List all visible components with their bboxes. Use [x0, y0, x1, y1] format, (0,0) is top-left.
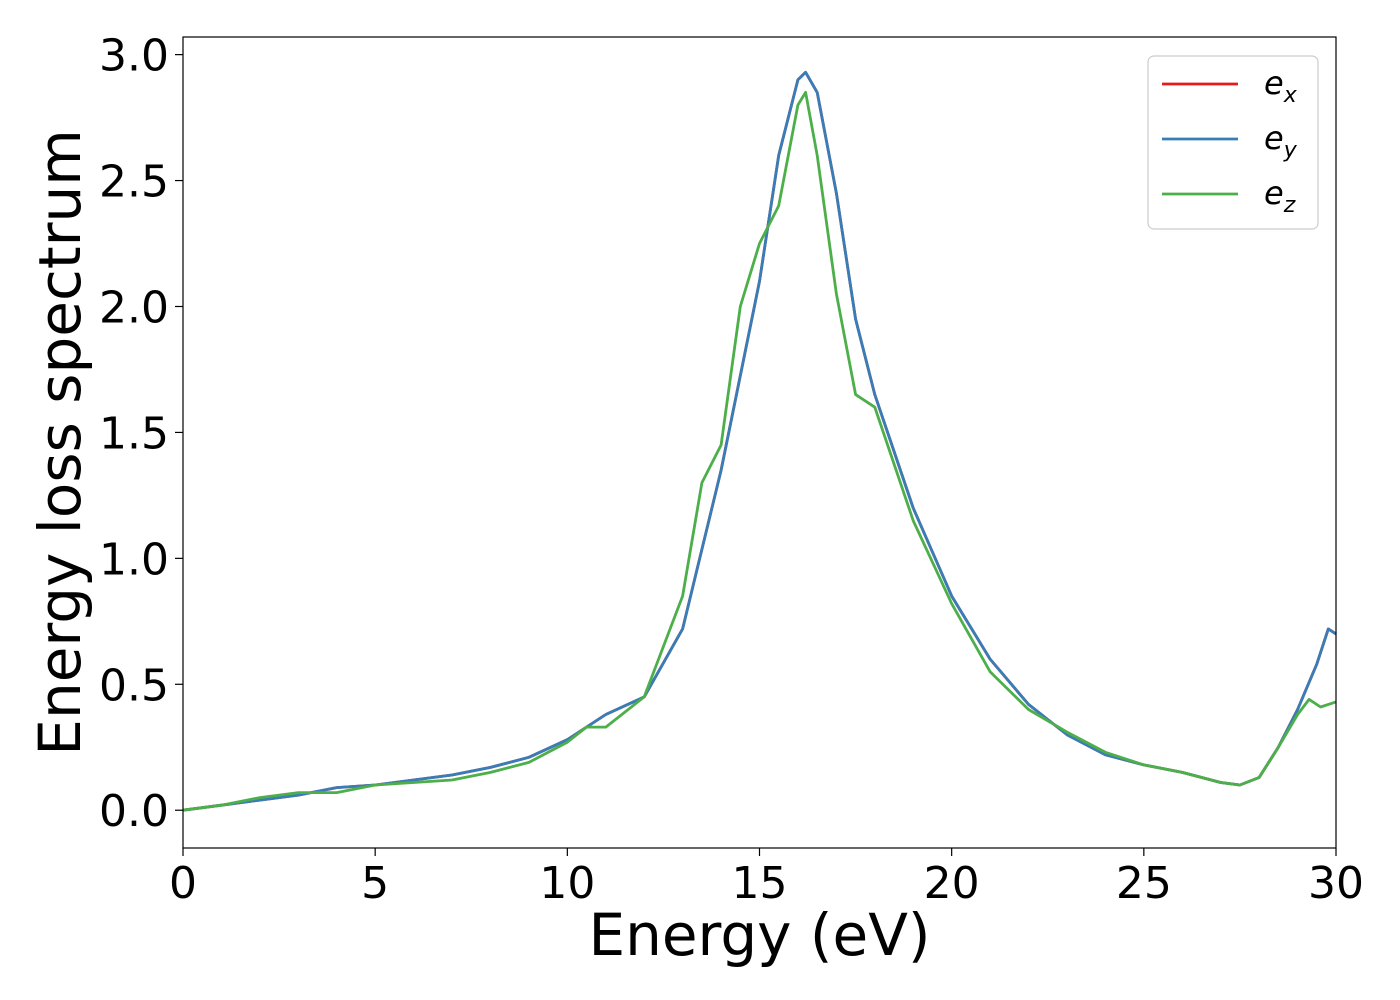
- series-line-z: [182, 91, 1337, 812]
- legend-label-subscript: z: [1283, 193, 1296, 218]
- x-tick-label: 30: [1308, 858, 1364, 909]
- x-axis-label: Energy (eV): [588, 901, 930, 969]
- y-tick-label: 1.5: [99, 408, 169, 459]
- legend-box: [1147, 55, 1319, 230]
- legend-label-z: ez: [1264, 174, 1296, 218]
- y-tick-label: 0.0: [99, 786, 169, 837]
- legend-label-base: e: [1264, 64, 1284, 102]
- legend-label-subscript: y: [1283, 138, 1298, 163]
- legend-label-x: ex: [1264, 64, 1298, 108]
- y-tick-label: 2.5: [99, 157, 169, 208]
- x-tick-label: 20: [924, 858, 980, 909]
- x-tick-label: 5: [361, 858, 389, 909]
- legend-label-y: ey: [1264, 119, 1298, 163]
- x-tick-label: 15: [732, 858, 788, 909]
- y-tick-label: 3.0: [99, 31, 169, 82]
- plot-frame: [182, 36, 1337, 849]
- legend-label-base: e: [1264, 119, 1284, 157]
- x-tick-label: 25: [1116, 858, 1172, 909]
- y-axis-ticks: 0.0 0.5 1.0 1.5 2.0 2.5 3.0: [99, 31, 183, 837]
- y-axis-label: Energy loss spectrum: [26, 129, 94, 755]
- y-tick-label: 0.5: [99, 660, 169, 711]
- series-layer: [182, 70, 1337, 812]
- x-axis-ticks: 0 5 10 15 20 25 30: [169, 848, 1364, 909]
- x-tick-label: 0: [169, 858, 197, 909]
- legend-label-base: e: [1264, 174, 1284, 212]
- x-tick-label: 10: [539, 858, 595, 909]
- y-tick-label: 1.0: [99, 534, 169, 585]
- legend-label-subscript: x: [1283, 83, 1298, 108]
- y-tick-label: 2.0: [99, 282, 169, 333]
